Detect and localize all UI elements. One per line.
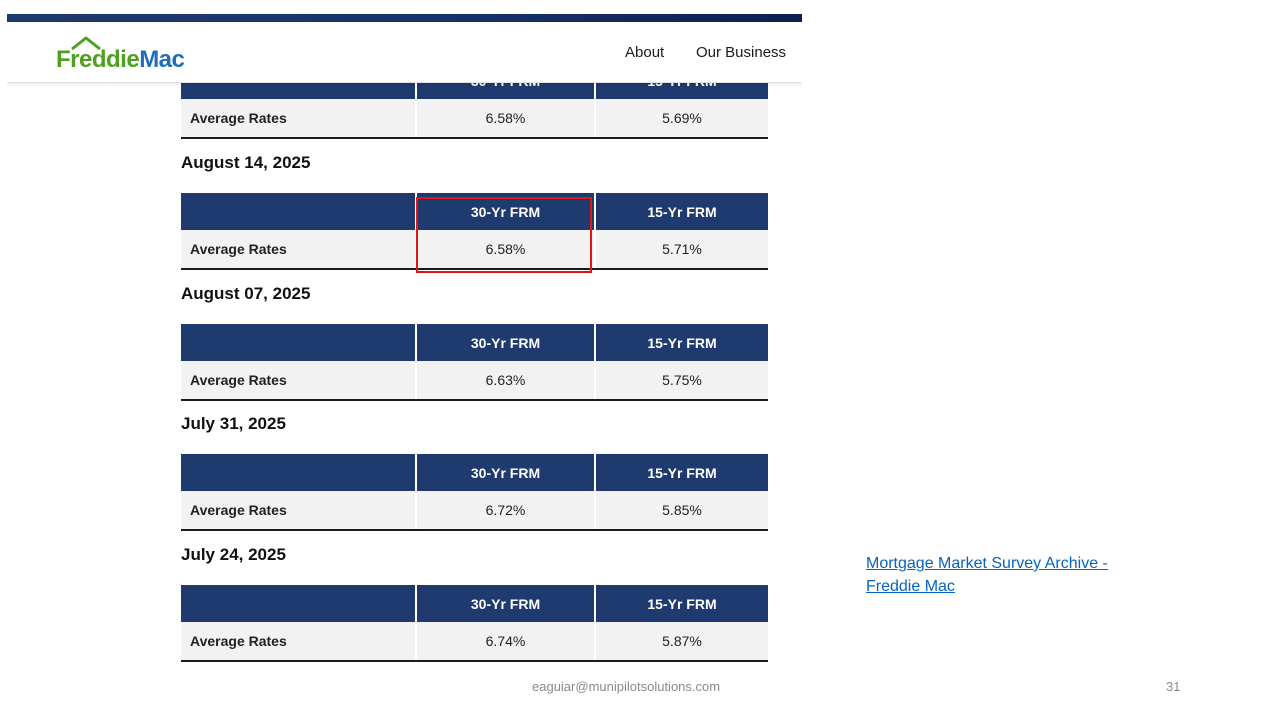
- logo-wordmark: FreddieMac: [56, 46, 185, 73]
- slide-page-number: 31: [1166, 679, 1181, 694]
- house-roof-icon: [71, 36, 101, 50]
- site-header: FreddieMac About Our Business: [7, 22, 802, 83]
- header-cell-30yr: 30-Yr FRM: [417, 83, 594, 99]
- rate-30yr: 6.74%: [417, 622, 594, 660]
- header-cell-empty: [181, 193, 415, 230]
- header-cell-empty: [181, 324, 415, 361]
- row-label: Average Rates: [181, 361, 415, 399]
- header-cell-15yr: 15-Yr FRM: [596, 454, 768, 491]
- header-cell-30yr: 30-Yr FRM: [417, 324, 594, 361]
- header-cell-15yr: 15-Yr FRM: [596, 193, 768, 230]
- section-date: July 24, 2025: [181, 545, 286, 564]
- table-header-row: 30-Yr FRM 15-Yr FRM: [181, 585, 768, 622]
- table-row: Average Rates 6.74% 5.87%: [181, 622, 768, 662]
- header-cell-15yr: 15-Yr FRM: [596, 324, 768, 361]
- row-label: Average Rates: [181, 99, 415, 137]
- table-header-row: 30-Yr FRM 15-Yr FRM: [181, 324, 768, 361]
- table-row: Average Rates 6.63% 5.75%: [181, 361, 768, 401]
- rate-15yr: 5.85%: [596, 491, 768, 529]
- rate-15yr: 5.71%: [596, 230, 768, 268]
- header-cell-empty: [181, 83, 415, 99]
- rate-30yr: 6.58%: [417, 230, 594, 268]
- rate-15yr: 5.75%: [596, 361, 768, 399]
- table-header-row: 30-Yr FRM 15-Yr FRM: [181, 454, 768, 491]
- section-date: August 07, 2025: [181, 284, 311, 303]
- row-label: Average Rates: [181, 622, 415, 660]
- table-row: Average Rates 6.58% 5.71%: [181, 230, 768, 270]
- rate-15yr: 5.69%: [596, 99, 768, 137]
- header-cell-empty: [181, 585, 415, 622]
- row-label: Average Rates: [181, 230, 415, 268]
- section-date: August 14, 2025: [181, 153, 311, 172]
- header-cell-15yr: 15-Yr FRM: [596, 585, 768, 622]
- row-label: Average Rates: [181, 491, 415, 529]
- top-color-band: [7, 14, 802, 22]
- rates-content: 30-Yr FRM 15-Yr FRM Average Rates 6.58% …: [7, 83, 802, 664]
- rate-15yr: 5.87%: [596, 622, 768, 660]
- website-screenshot: FreddieMac About Our Business 30-Yr FRM …: [7, 14, 802, 664]
- rate-30yr: 6.63%: [417, 361, 594, 399]
- table-header-row: 30-Yr FRM 15-Yr FRM: [181, 193, 768, 230]
- red-highlight-box: [416, 197, 592, 273]
- mortgage-survey-archive-link[interactable]: Mortgage Market Survey Archive - Freddie…: [866, 555, 1108, 595]
- header-cell-30yr: 30-Yr FRM: [417, 454, 594, 491]
- header-cell-30yr: 30-Yr FRM: [417, 193, 594, 230]
- table-header-row: 30-Yr FRM 15-Yr FRM: [181, 83, 768, 99]
- table-row: Average Rates 6.58% 5.69%: [181, 99, 768, 139]
- header-cell-empty: [181, 454, 415, 491]
- footer-email: eaguiar@munipilotsolutions.com: [532, 679, 721, 694]
- nav-about-link[interactable]: About: [625, 44, 665, 61]
- header-cell-30yr: 30-Yr FRM: [417, 585, 594, 622]
- nav-our-business-link[interactable]: Our Business: [696, 44, 787, 61]
- rate-30yr: 6.72%: [417, 491, 594, 529]
- rate-30yr: 6.58%: [417, 99, 594, 137]
- header-cell-15yr: 15-Yr FRM: [596, 83, 768, 99]
- section-date: July 31, 2025: [181, 414, 286, 433]
- table-row: Average Rates 6.72% 5.85%: [181, 491, 768, 531]
